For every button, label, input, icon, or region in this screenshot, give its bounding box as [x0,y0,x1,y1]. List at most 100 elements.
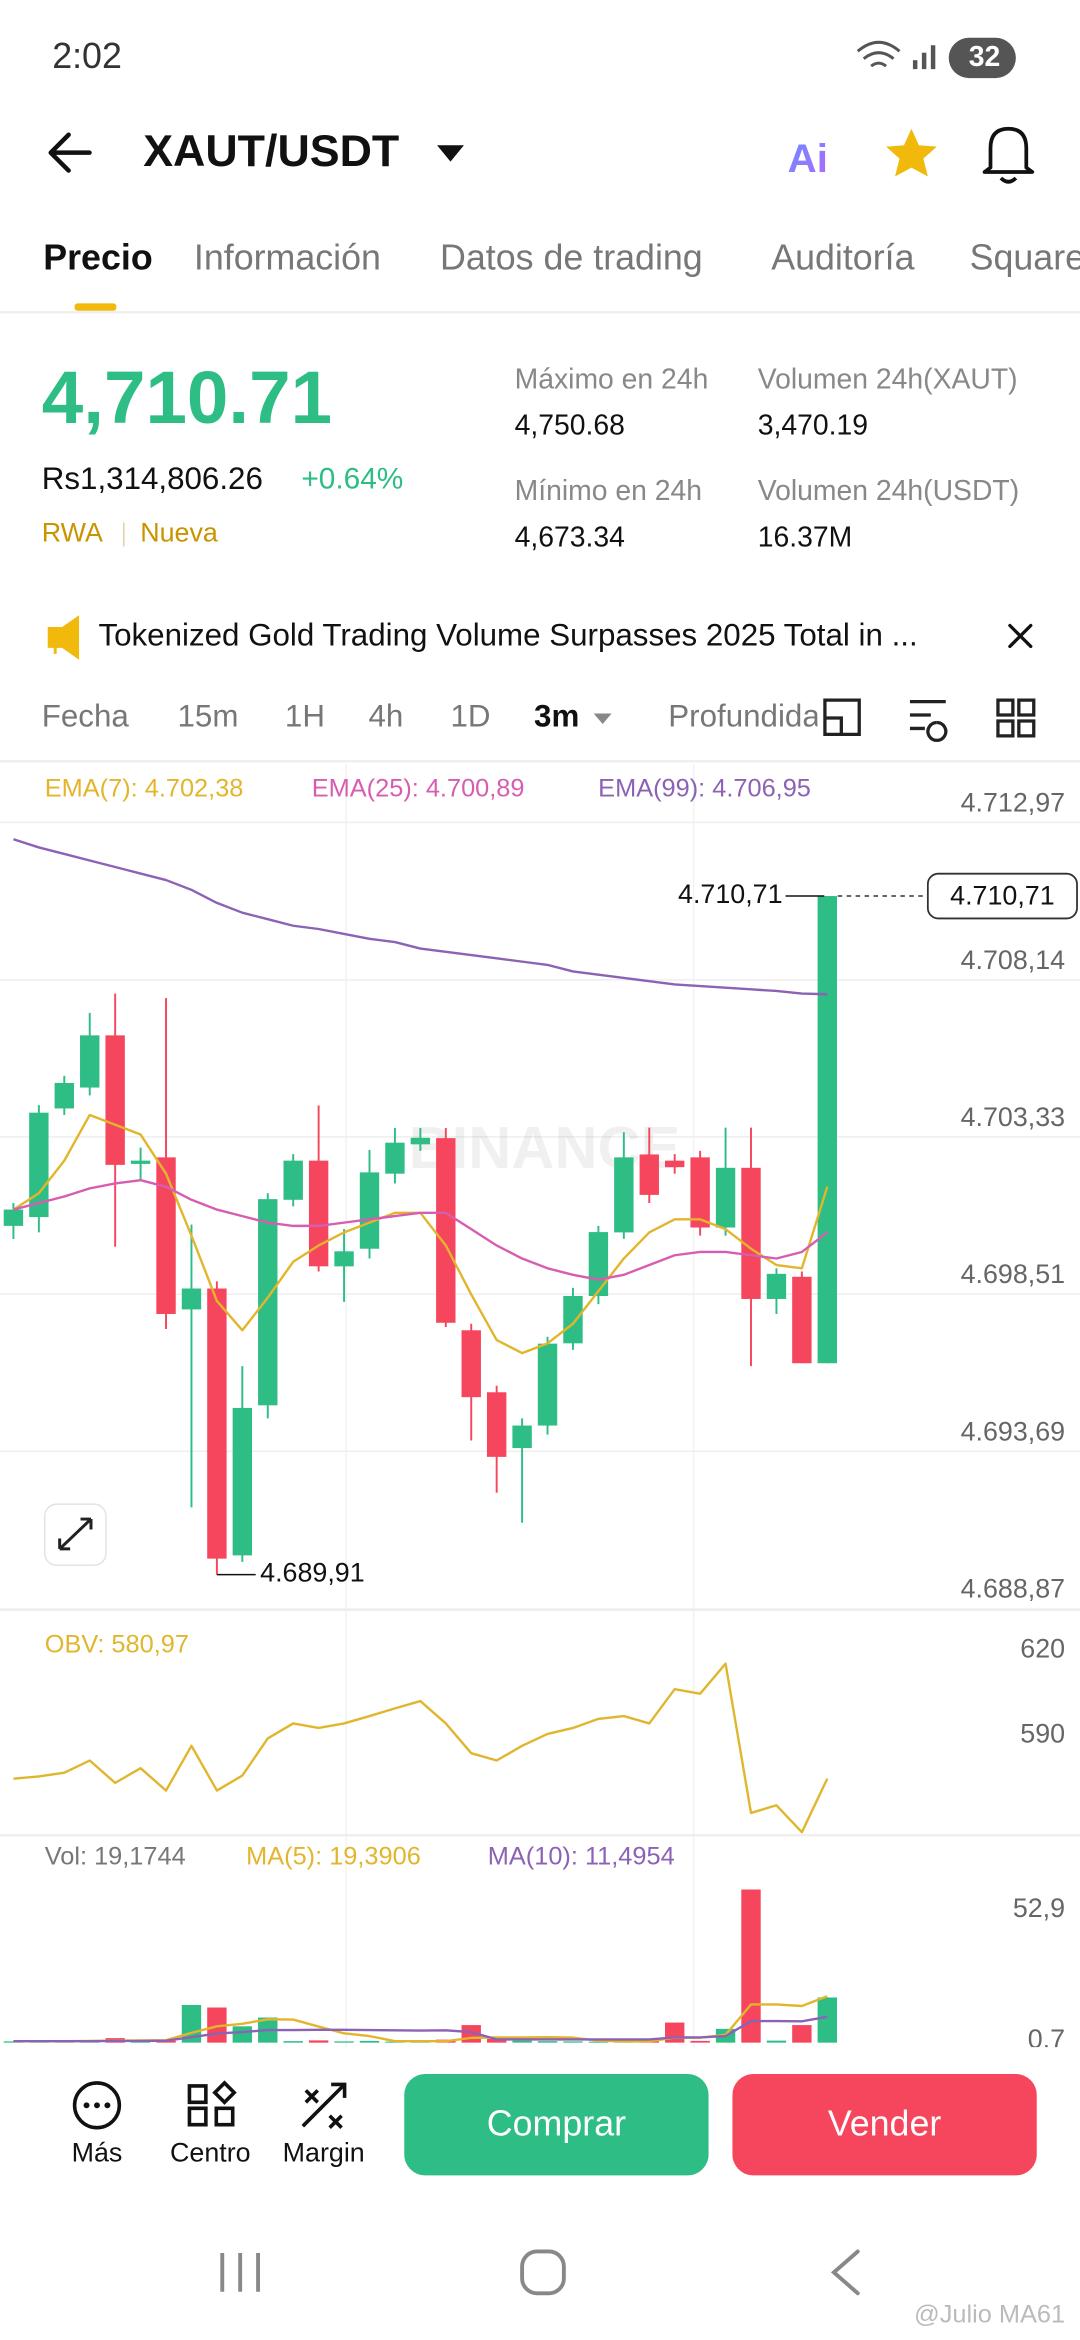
stat-value: 4,673.34 [515,521,625,553]
back-button[interactable] [48,132,92,173]
low-label: 4.689,91 [260,1558,364,1588]
sell-button[interactable] [732,2073,1037,2176]
plot-area: BINANCE [0,821,1080,1609]
indicator-settings-icon[interactable] [909,699,948,742]
tab[interactable]: Precio [43,238,152,278]
news-icon [47,615,80,660]
more-icon[interactable] [72,2081,122,2130]
volume-bar [563,2041,583,2043]
tag: RWA [42,518,103,548]
layout-icon[interactable] [996,698,1036,738]
volume-bar [817,1997,837,2043]
last-price: 4,710.71 [42,355,332,439]
action-icons [72,2080,347,2130]
news-headline[interactable]: Tokenized Gold Trading Volume Surpasses … [98,618,917,653]
action-label[interactable]: Más [72,2138,123,2168]
dot [93,2102,100,2109]
candle-body [741,1167,761,1299]
candle-body [588,1232,609,1297]
stat-value: 3,470.19 [758,410,868,442]
chart-tools [823,698,1036,742]
signal-bar [912,60,918,70]
indicator-legend: EMA(25): 4.700,89 [312,774,525,802]
expand-icon [58,1517,93,1551]
signal-bar [921,52,927,70]
candle-body [614,1157,634,1233]
recent-apps[interactable] [220,2252,261,2292]
last-price-box [926,872,1078,920]
tab-indicator [74,303,117,311]
candle-body [563,1296,583,1344]
interval-option[interactable]: 4h [368,698,403,733]
candle-body [512,1425,532,1449]
candle-body [461,1330,481,1398]
battery [948,37,1016,79]
candle-body [258,1199,278,1406]
volume-bar [537,2041,558,2043]
sell-label: Vender [828,2104,942,2144]
fullscreen-icon[interactable] [823,698,861,737]
tag: Nueva [140,518,218,548]
interval-option[interactable]: Profundidad [668,698,837,733]
volume-bar [232,2026,253,2043]
interval-option[interactable]: 1D [450,698,490,733]
stats: Máximo en 24h 4,750.68 Volumen 24h(XAUT) 3,… [515,363,1020,553]
price-change: +0.64% [301,463,403,496]
plot-area [3,1889,837,2043]
stat-value: 16.37M [758,521,853,553]
buy-button[interactable] [404,2073,709,2176]
y-tick-label: 52,9 [1013,1893,1065,1923]
stat-label: Máximo en 24h [515,363,709,395]
y-tick-label: 620 [1020,1633,1065,1663]
ema-line [13,838,828,996]
interval-option[interactable]: 3m [534,698,579,733]
action-labels: Más Centro Margin [72,2138,365,2168]
battery-level: 32 [969,41,1001,73]
back[interactable] [830,2249,860,2296]
home[interactable] [520,2249,566,2296]
pair-dropdown[interactable] [437,145,464,162]
interval-option[interactable]: Fecha [42,698,130,733]
interval-dropdown[interactable] [593,713,612,724]
action-label[interactable]: Centro [170,2138,251,2168]
stat-label: Volumen 24h(USDT) [758,475,1019,507]
candle-body [105,1035,125,1165]
wifi-icon [856,40,901,68]
dot [104,2102,111,2109]
favorite-star[interactable] [886,128,937,177]
tab[interactable]: Auditoría [771,238,914,278]
indicator-legend: EMA(7): 4.702,38 [45,774,244,802]
candle-body [130,1160,151,1164]
y-tick-label: 590 [1020,1718,1065,1748]
alert-bell[interactable] [982,126,1035,184]
tab[interactable]: Datos de trading [440,238,703,278]
tab-bar: Precio Información Datos de trading Auditor… [43,238,1080,278]
action-label[interactable]: Margin [283,2138,365,2168]
center-icon[interactable] [187,2080,237,2127]
tab[interactable]: Información [194,238,381,278]
indicator-legend: OBV: 580,97 [45,1631,189,1659]
volume-bar [588,2041,609,2043]
volume-bar [283,2041,303,2043]
ai-icon[interactable]: Ai [788,136,828,181]
candle-body [715,1167,736,1228]
margin-icon[interactable] [301,2082,347,2129]
candle-body [359,1172,380,1249]
close-news[interactable] [1008,623,1033,649]
indicator-legend: MA(5): 19,3906 [246,1842,421,1870]
interval-option[interactable]: 1H [285,698,325,733]
ma-line [13,2015,828,2043]
y-tick-label: 4.712,97 [961,788,1066,818]
stat-label: Volumen 24h(XAUT) [758,363,1018,395]
tab[interactable]: Square [970,238,1080,278]
pair-title[interactable]: XAUT/USDT [143,126,399,176]
volume-bar [512,2040,532,2043]
interval-option[interactable]: 15m [178,698,239,733]
status-time: 2:02 [52,36,122,76]
candle-body [665,1160,685,1168]
buy-label: Comprar [487,2104,626,2144]
